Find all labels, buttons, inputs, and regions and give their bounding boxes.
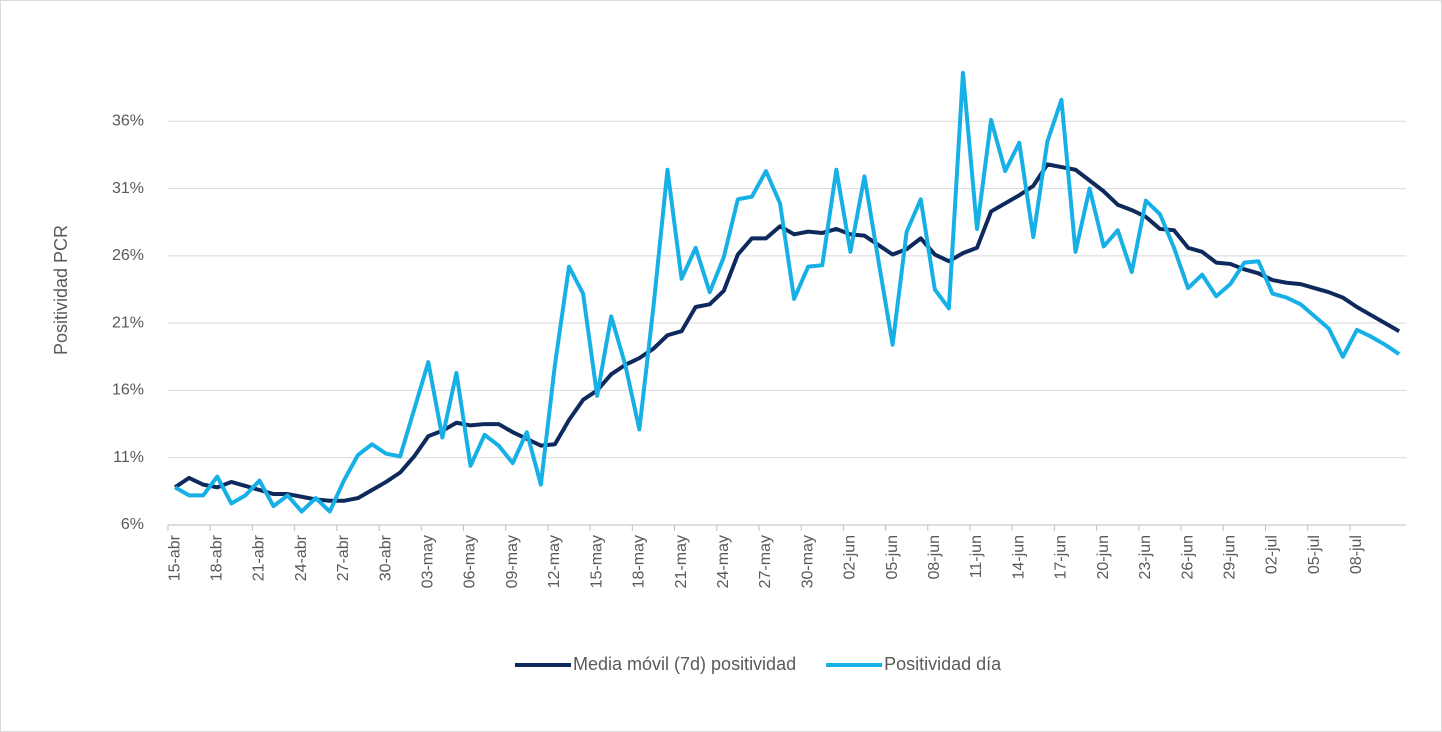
y-axis-title: Positividad PCR <box>51 225 71 355</box>
legend-label: Media móvil (7d) positividad <box>573 654 796 674</box>
y-tick-label: 16% <box>112 382 144 399</box>
x-tick-label: 18-may <box>631 535 648 588</box>
x-tick-label: 15-may <box>588 535 605 588</box>
x-tick-label: 17-jun <box>1053 535 1070 579</box>
x-tick-label: 05-jun <box>884 535 901 579</box>
y-tick-label: 36% <box>112 113 144 130</box>
y-tick-label: 6% <box>121 516 144 533</box>
x-tick-label: 21-may <box>673 535 690 588</box>
x-tick-label: 03-may <box>420 535 437 588</box>
x-tick-label: 30-may <box>799 535 816 588</box>
x-tick-label: 23-jun <box>1137 535 1154 579</box>
x-tick-label: 18-abr <box>208 534 225 581</box>
series-line <box>174 70 1401 514</box>
x-tick-label: 08-jul <box>1348 535 1365 574</box>
y-tick-label: 31% <box>112 180 144 197</box>
x-tick-label: 12-may <box>546 535 563 588</box>
x-tick-label: 21-abr <box>251 534 268 581</box>
x-tick-label: 14-jun <box>1010 535 1027 579</box>
legend-label: Positividad día <box>884 654 1002 674</box>
y-tick-label: 11% <box>113 449 144 466</box>
x-tick-label: 30-abr <box>377 534 394 581</box>
x-tick-label: 26-jun <box>1179 535 1196 579</box>
y-tick-label: 21% <box>112 314 144 331</box>
x-tick-label: 09-may <box>504 535 521 588</box>
y-tick-label: 26% <box>112 247 144 264</box>
x-tick-label: 15-abr <box>166 534 183 581</box>
x-tick-label: 24-abr <box>293 534 310 581</box>
x-tick-label: 08-jun <box>926 535 943 579</box>
x-tick-label: 02-jul <box>1264 535 1281 574</box>
x-tick-label: 05-jul <box>1306 535 1323 574</box>
x-tick-label: 24-may <box>715 535 732 588</box>
x-tick-label: 06-may <box>462 535 479 588</box>
x-tick-label: 20-jun <box>1095 535 1112 579</box>
x-tick-label: 11-jun <box>968 535 985 578</box>
x-tick-label: 27-abr <box>335 534 352 581</box>
series-line <box>173 162 1401 503</box>
x-tick-label: 02-jun <box>842 535 859 579</box>
x-tick-label: 29-jun <box>1222 535 1239 579</box>
x-tick-label: 27-may <box>757 535 774 588</box>
